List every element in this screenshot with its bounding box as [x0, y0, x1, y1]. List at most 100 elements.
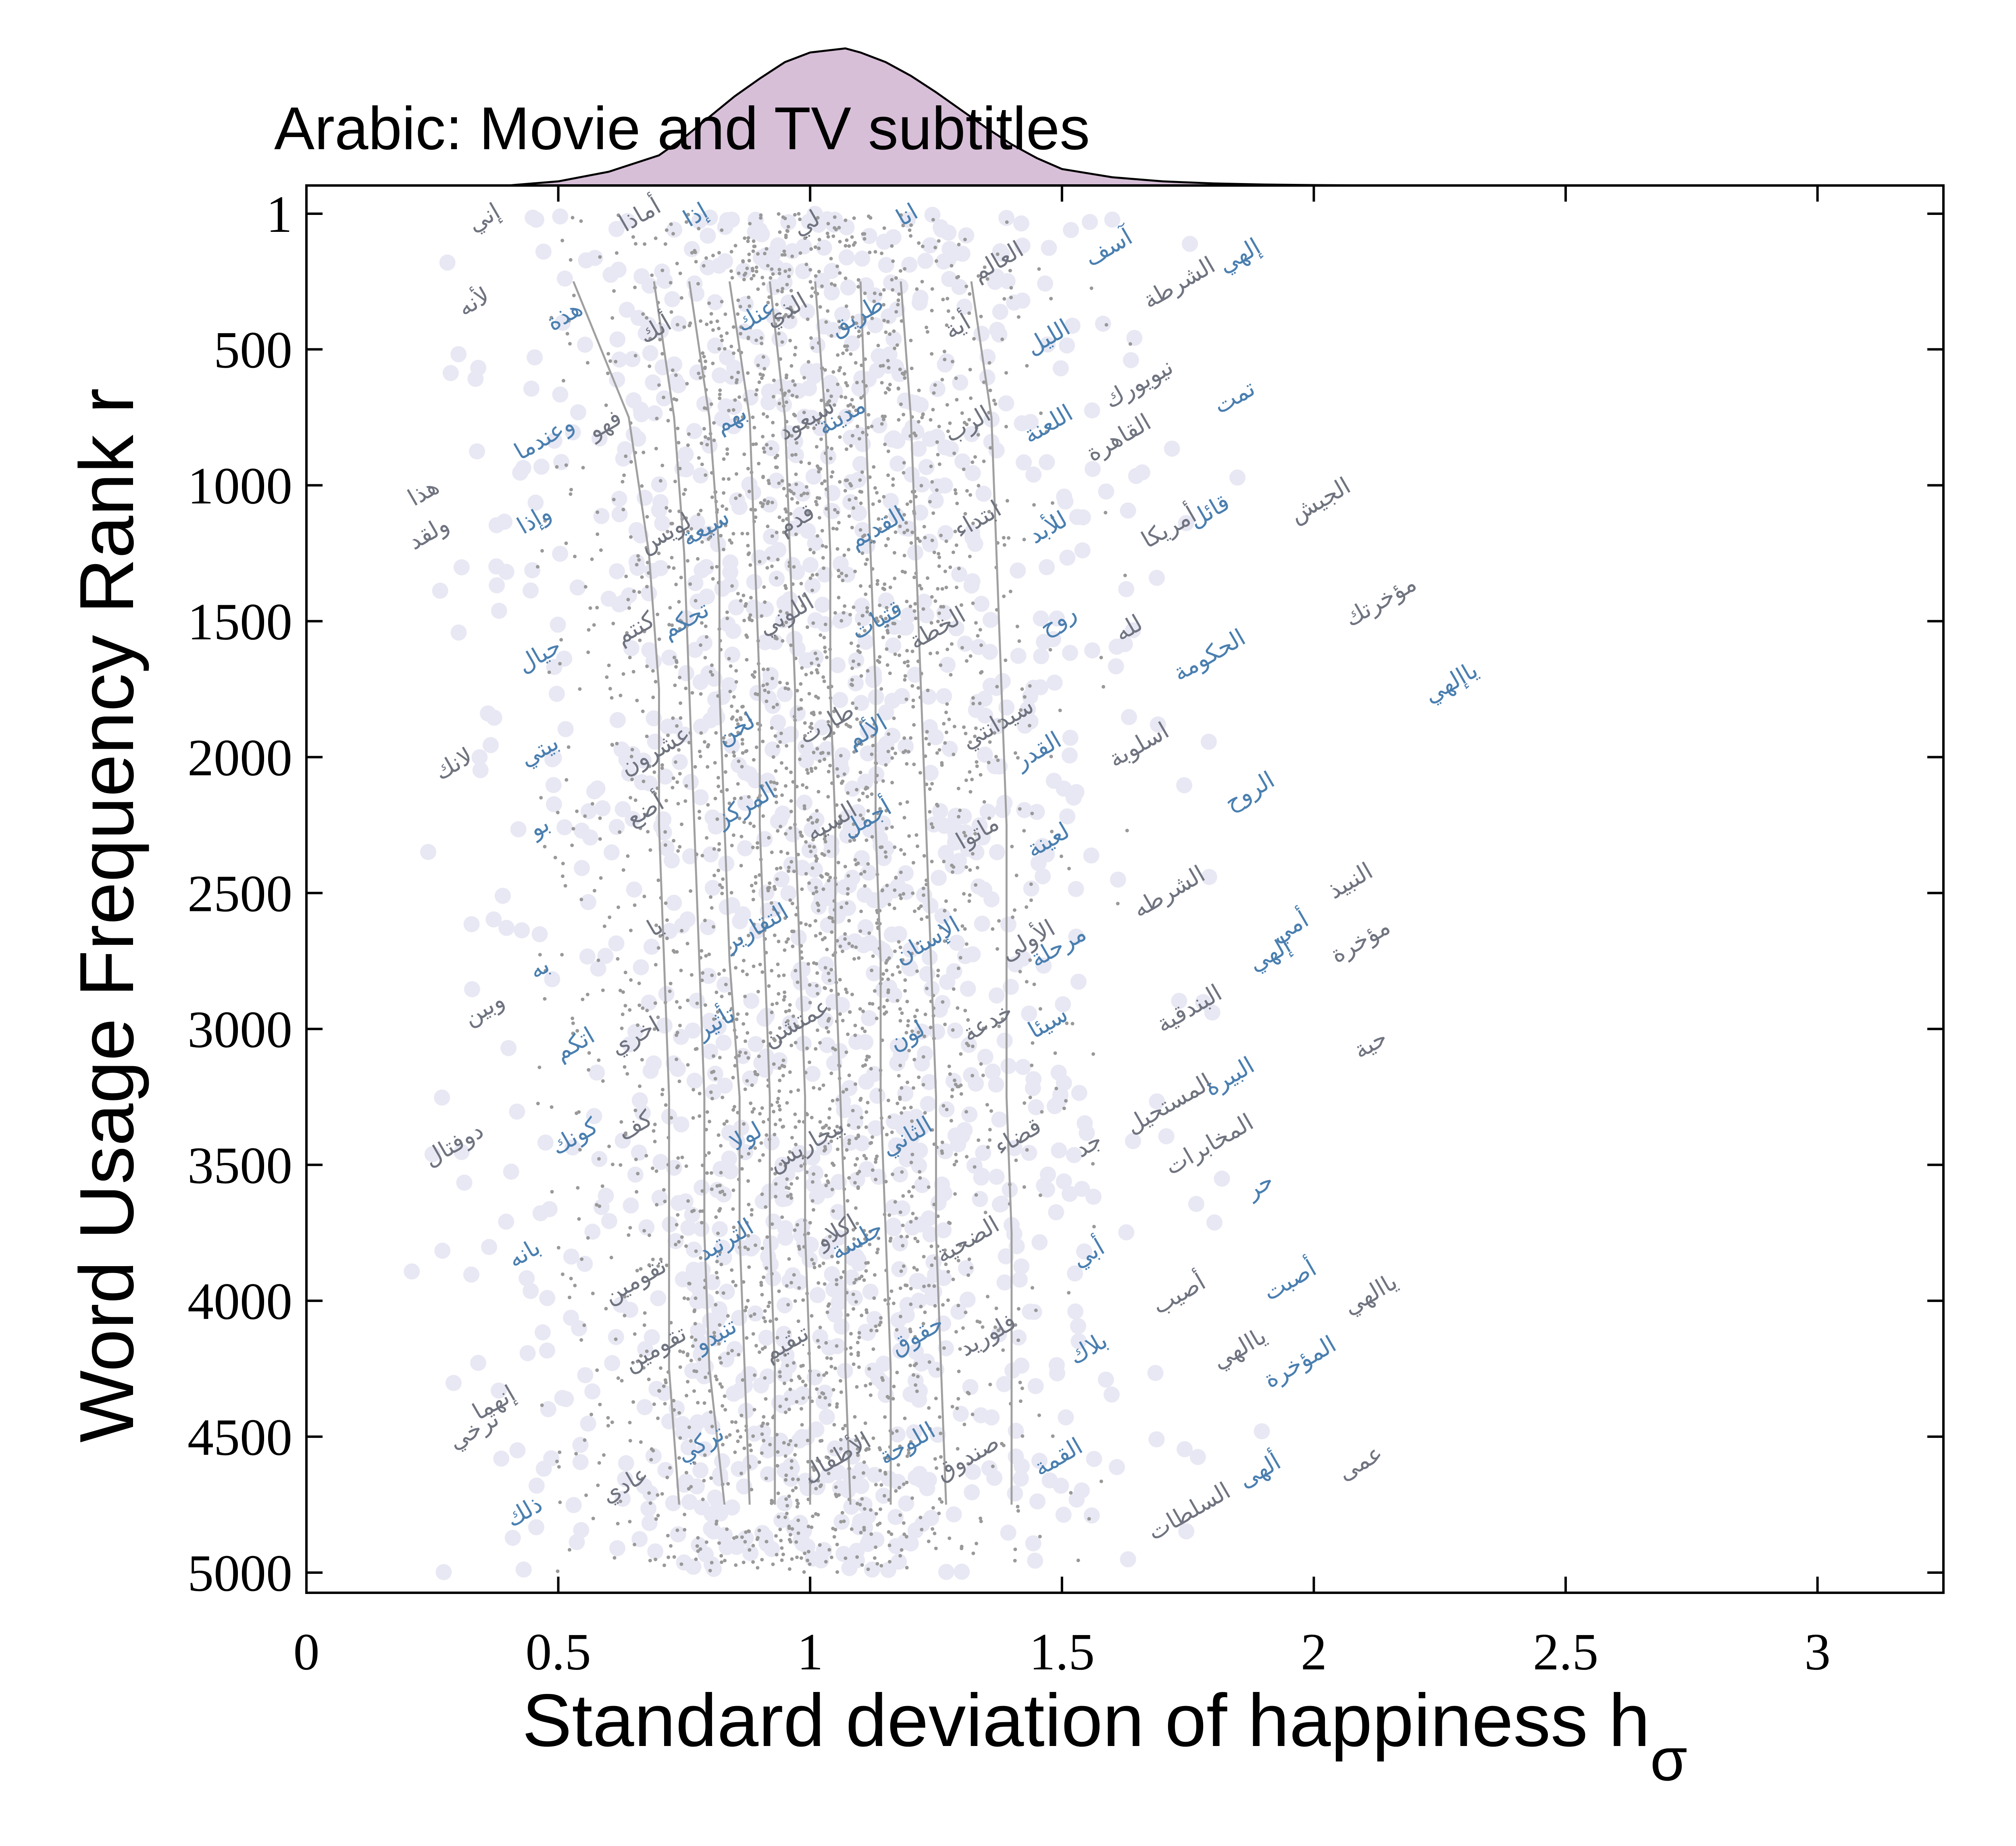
word-point — [835, 1282, 839, 1286]
word-point — [796, 1502, 800, 1506]
word-point — [836, 1147, 840, 1151]
word-point — [720, 1560, 724, 1564]
bg-point — [841, 1560, 858, 1576]
word-point — [771, 272, 775, 276]
word-point — [631, 1361, 635, 1365]
word-point — [694, 1369, 698, 1373]
word-point — [702, 264, 706, 268]
word-point — [1016, 315, 1020, 319]
bg-point — [957, 635, 973, 652]
word-point — [556, 810, 560, 815]
bg-point — [883, 926, 900, 943]
word-point — [905, 800, 909, 804]
word-point — [1000, 1017, 1004, 1021]
bg-point — [888, 507, 904, 524]
word-point — [731, 1207, 735, 1211]
word-point — [952, 725, 956, 729]
word-point — [824, 1560, 828, 1564]
word-point — [994, 754, 998, 758]
bg-point — [1041, 1472, 1058, 1489]
word-point — [739, 835, 744, 839]
word-point — [832, 403, 836, 407]
word-point — [918, 1170, 922, 1174]
word-point — [683, 799, 687, 803]
word-point — [882, 417, 886, 421]
word-point — [953, 529, 957, 533]
word-point — [850, 944, 854, 948]
word-label: بهم — [710, 398, 752, 439]
word-point — [819, 1132, 823, 1136]
word-point — [954, 1152, 958, 1156]
word-point — [908, 1327, 912, 1331]
word-point — [686, 559, 690, 563]
word-point — [571, 216, 575, 220]
word-point — [876, 1247, 880, 1251]
word-point — [947, 717, 951, 721]
bg-point — [636, 1399, 653, 1415]
word-point — [820, 1391, 824, 1395]
word-point — [948, 1072, 952, 1076]
word-point — [783, 253, 787, 257]
bg-point — [925, 816, 942, 833]
bg-point — [1041, 240, 1057, 256]
word-point — [896, 998, 900, 1002]
bg-point — [1051, 1142, 1067, 1159]
word-point — [908, 604, 912, 608]
word-point — [714, 1303, 718, 1307]
word-point — [702, 354, 706, 358]
word-point — [640, 1058, 644, 1062]
word-point — [726, 1351, 730, 1355]
word-point — [712, 1331, 716, 1335]
word-point — [810, 866, 814, 870]
word-point — [789, 1281, 793, 1285]
word-point — [1125, 829, 1129, 833]
word-point — [928, 500, 932, 504]
word-point — [941, 298, 945, 302]
word-point — [891, 746, 895, 750]
bg-point — [689, 992, 705, 1009]
word-point — [854, 1300, 858, 1304]
word-point — [898, 1286, 902, 1290]
word-point — [1058, 708, 1062, 713]
word-point — [651, 1257, 655, 1261]
word-point — [860, 470, 864, 474]
word-point — [721, 477, 725, 481]
bg-point — [899, 1111, 915, 1127]
word-point — [556, 1569, 560, 1573]
word-point — [866, 669, 870, 673]
word-point — [804, 673, 808, 677]
word-point — [749, 1314, 753, 1318]
word-point — [730, 375, 734, 379]
bg-point — [696, 1441, 713, 1458]
word-point — [745, 1012, 749, 1016]
word-point — [863, 884, 867, 888]
word-point — [669, 310, 673, 314]
word-point — [803, 734, 807, 738]
word-point — [677, 1240, 681, 1244]
word-point — [850, 235, 854, 239]
word-point — [1028, 1096, 1032, 1100]
word-point — [616, 1376, 620, 1380]
bg-point — [1039, 454, 1055, 471]
word-label: اسلوبة — [1104, 717, 1174, 773]
word-point — [822, 635, 826, 640]
bg-point — [593, 1199, 610, 1215]
word-point — [640, 484, 644, 488]
bg-point — [898, 1495, 914, 1512]
word-point — [806, 425, 810, 429]
bg-point — [1037, 275, 1054, 292]
word-point — [787, 1008, 791, 1013]
word-point — [665, 1475, 669, 1479]
word-point — [912, 723, 916, 727]
bg-point — [832, 692, 848, 708]
word-point — [910, 530, 914, 534]
word-point — [1027, 724, 1031, 728]
word-point — [977, 483, 981, 488]
word-point — [996, 252, 1000, 256]
word-point — [1025, 905, 1029, 909]
word-point — [829, 1071, 833, 1075]
word-point — [923, 1111, 927, 1115]
word-point — [867, 931, 871, 935]
bg-point — [489, 577, 505, 594]
word-point — [892, 329, 896, 333]
